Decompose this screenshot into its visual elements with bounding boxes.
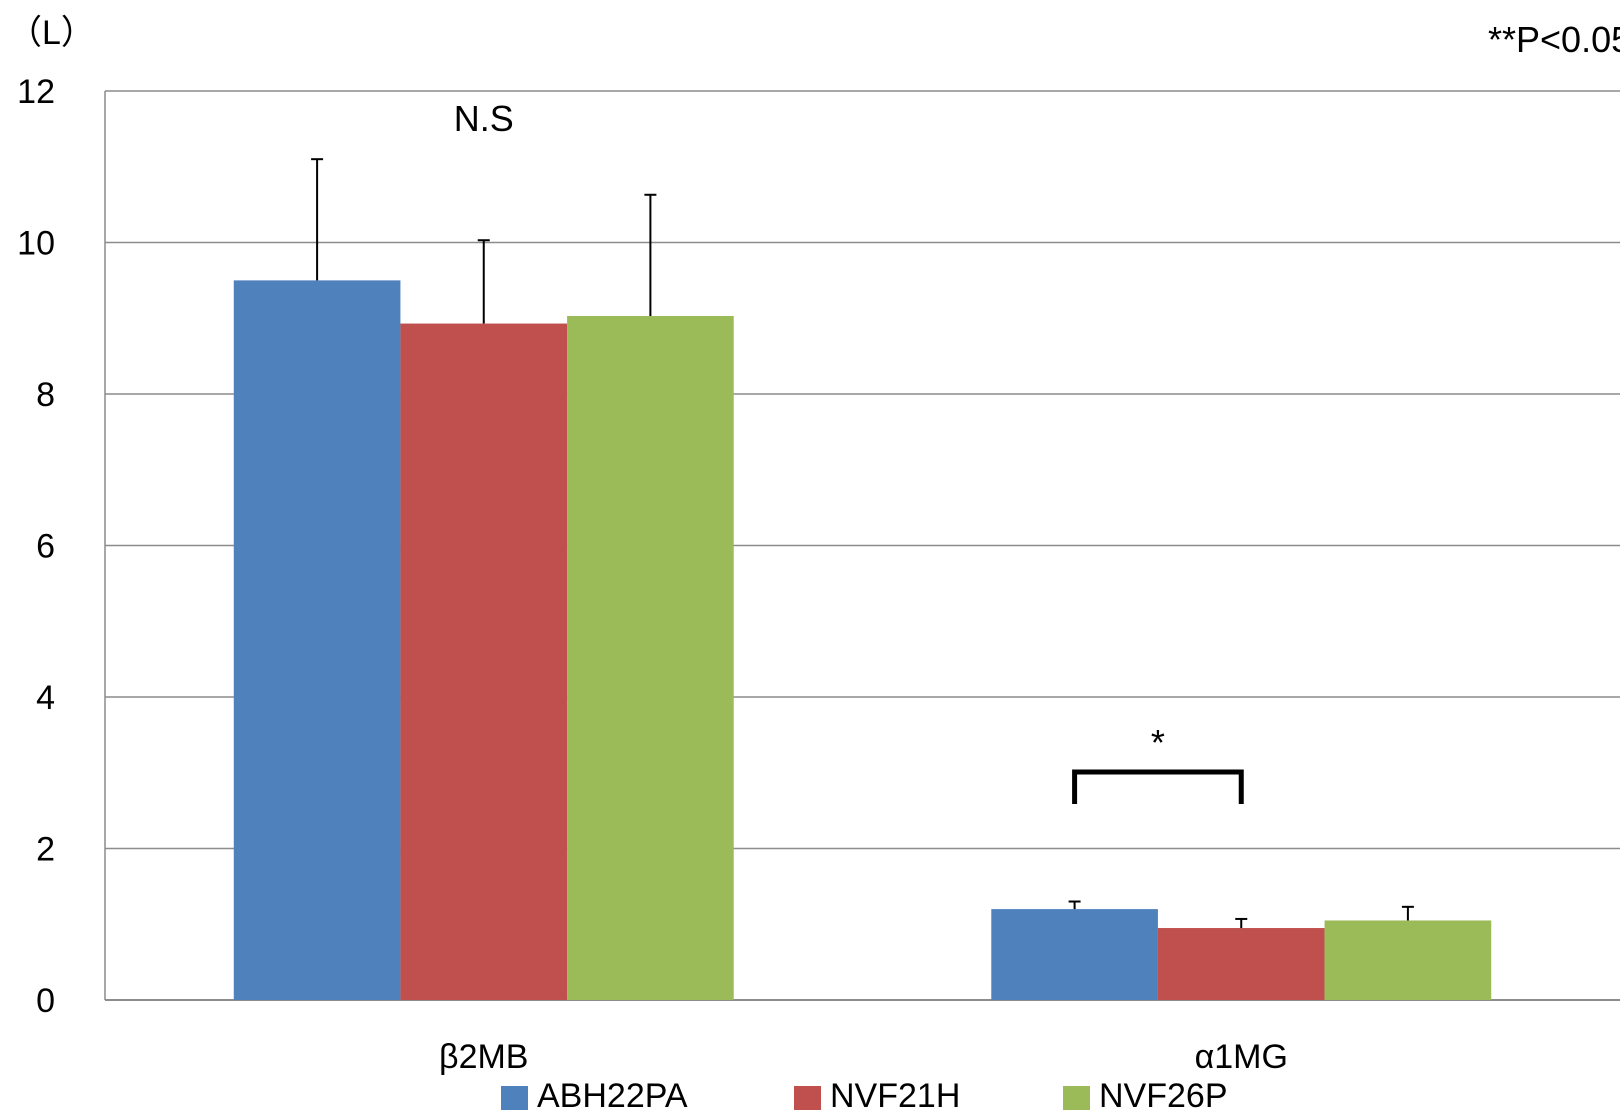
bar-abh22pa-1 — [233, 280, 401, 1000]
legend-label: NVF26P — [1099, 1077, 1228, 1115]
y-tick-label: 6 — [36, 528, 55, 566]
significance-label: N.S — [454, 98, 514, 139]
y-tick-label: 4 — [36, 679, 55, 717]
x-axis-categories: β2MB α1MG — [439, 1038, 1288, 1076]
x-category-label: β2MB — [439, 1038, 528, 1076]
bar-nvf26p-2 — [1324, 920, 1492, 1000]
y-tick-label: 12 — [17, 73, 55, 111]
legend: ABH22PA NVF21H NVF26P — [501, 1077, 1228, 1115]
bar-nvf21h-2 — [1157, 928, 1325, 1000]
bar-abh22pa-2 — [991, 909, 1158, 1000]
y-axis-ticks: 0 2 4 6 8 10 12 — [17, 73, 55, 1020]
legend-swatch — [794, 1086, 821, 1110]
y-tick-label: 2 — [36, 831, 55, 869]
significance-bracket — [1072, 769, 1244, 804]
y-axis-label: （L） — [8, 14, 95, 52]
annotations: N.S * — [454, 98, 1244, 804]
significance-marker: * — [1151, 722, 1165, 763]
y-tick-label: 0 — [36, 982, 55, 1020]
significance-note: **P<0.05 — [1488, 19, 1620, 60]
y-tick-label: 8 — [36, 376, 55, 414]
legend-swatch — [501, 1086, 528, 1110]
bar-nvf26p-1 — [567, 315, 734, 1000]
x-category-label: α1MG — [1195, 1038, 1288, 1076]
legend-label: ABH22PA — [537, 1077, 688, 1115]
y-tick-label: 10 — [17, 225, 55, 263]
bar-nvf21h-1 — [400, 323, 568, 1000]
legend-label: NVF21H — [830, 1077, 960, 1115]
legend-swatch — [1063, 1086, 1090, 1110]
error-bars — [311, 158, 1414, 929]
bars — [233, 280, 1492, 1000]
